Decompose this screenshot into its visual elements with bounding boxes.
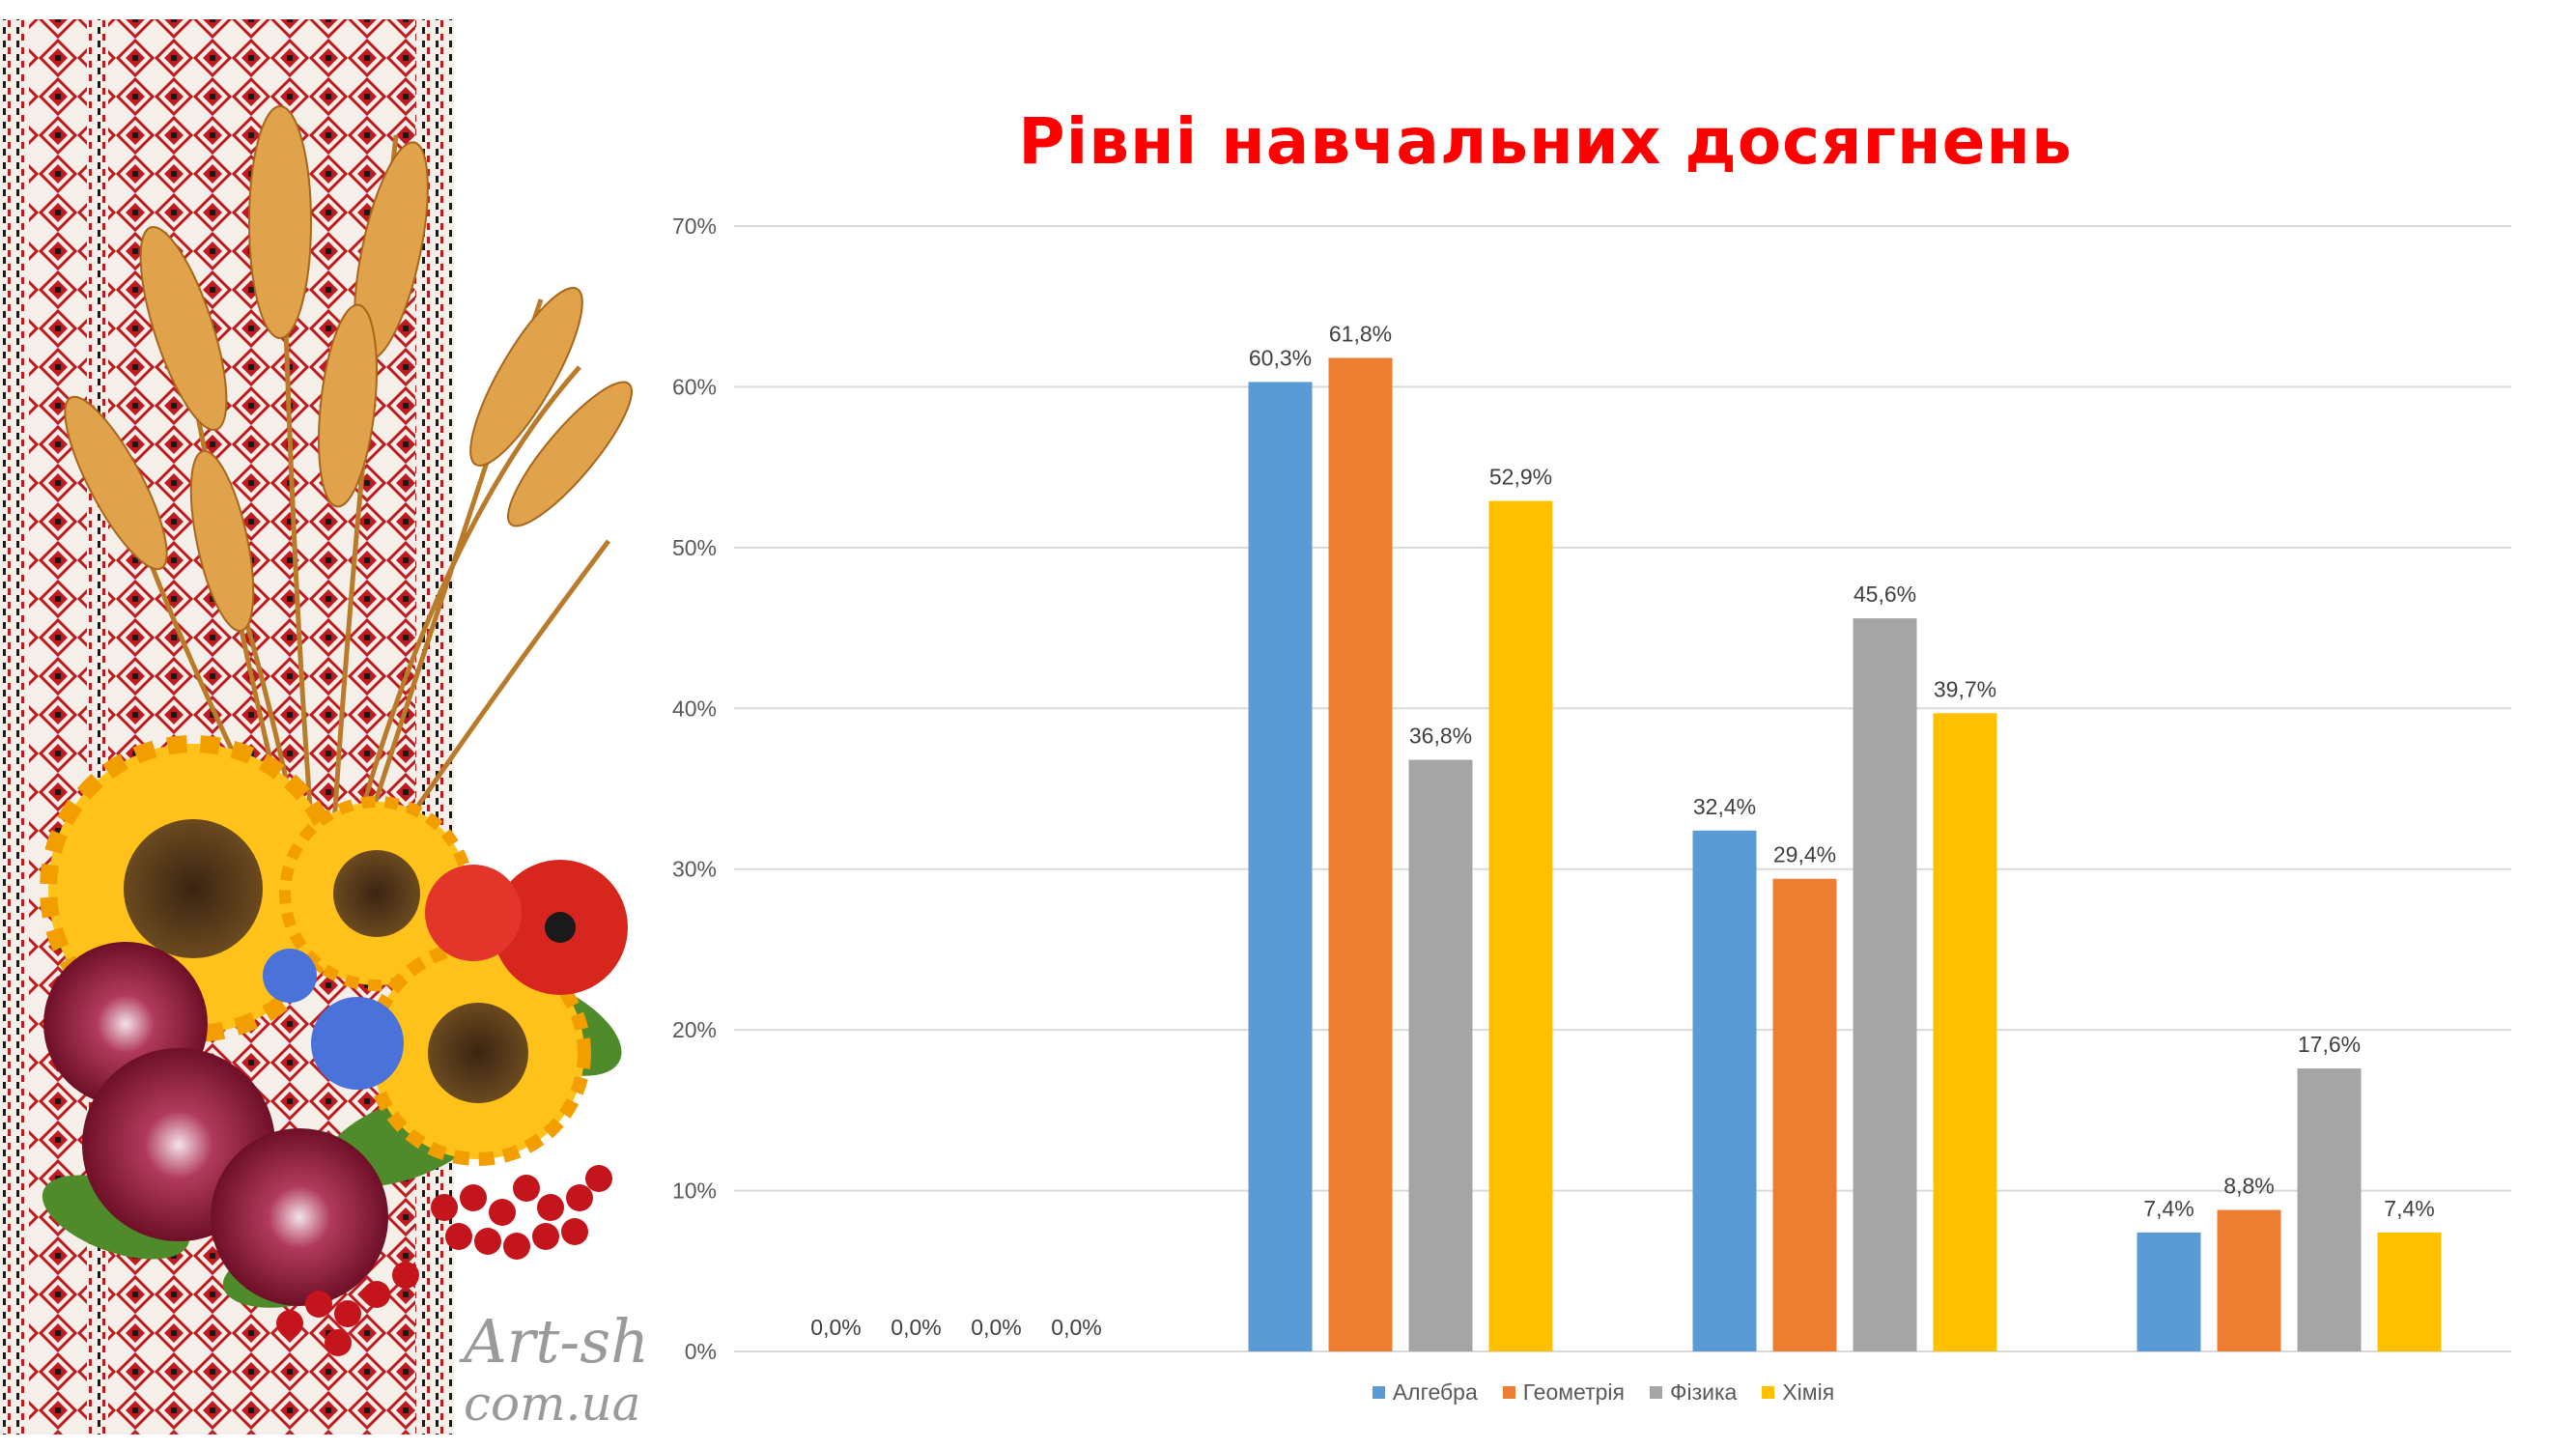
- data-label: 32,4%: [1693, 794, 1756, 819]
- legend-swatch: [1762, 1386, 1775, 1399]
- bar: [2297, 1068, 2362, 1351]
- bars: [1248, 357, 2442, 1352]
- legend-label: Алгебра: [1392, 1379, 1478, 1405]
- legend-label: Геометрія: [1522, 1379, 1625, 1405]
- y-tick-label: 60%: [672, 374, 717, 399]
- legend-label: Фізика: [1669, 1379, 1738, 1405]
- bar: [1488, 500, 1553, 1351]
- bar: [1408, 759, 1473, 1351]
- y-tick-label: 30%: [672, 857, 717, 882]
- data-labels: 0,0% 60,3% 32,4% 7,4% 0,0% 61,8% 29,4% 8,8% 0,0%…: [810, 321, 2434, 1340]
- data-label: 45,6%: [1854, 582, 1916, 607]
- y-tick-label: 0%: [685, 1339, 717, 1364]
- watermark-line-1: Art-sh: [459, 1306, 649, 1377]
- legend-swatch: [1502, 1386, 1515, 1399]
- bar: [2377, 1232, 2442, 1351]
- data-label: 61,8%: [1329, 321, 1392, 346]
- data-label: 7,4%: [2384, 1196, 2434, 1221]
- bar: [1853, 618, 1917, 1351]
- legend-item: Хімія: [1762, 1379, 1834, 1406]
- data-label: 39,7%: [1934, 676, 1996, 701]
- data-label: 60,3%: [1249, 345, 1312, 370]
- bar: [1933, 713, 1997, 1351]
- watermark-line-2: com.ua: [464, 1376, 640, 1432]
- y-tick-label: 20%: [672, 1017, 717, 1042]
- data-label: 0,0%: [810, 1315, 861, 1340]
- chart-title: Рівні навчальних досягнень: [1018, 104, 2073, 179]
- bar: [2137, 1232, 2201, 1351]
- legend-label: Хімія: [1782, 1379, 1835, 1405]
- legend-item: Геометрія: [1502, 1379, 1625, 1406]
- y-tick-label: 50%: [672, 535, 717, 560]
- data-label: 7,4%: [2143, 1196, 2194, 1221]
- decorative-bouquet-image: Art-sh com.ua: [0, 19, 649, 1435]
- legend-swatch: [1649, 1386, 1662, 1399]
- data-label: 29,4%: [1773, 842, 1836, 867]
- data-label: 0,0%: [1051, 1315, 1101, 1340]
- y-tick-label: 10%: [672, 1179, 717, 1204]
- bar: [2217, 1209, 2281, 1351]
- gridlines: [734, 225, 2511, 1352]
- data-label: 8,8%: [2223, 1174, 2274, 1199]
- bar: [1328, 357, 1393, 1351]
- data-label: 17,6%: [2298, 1032, 2361, 1057]
- legend-item: Фізика: [1649, 1379, 1738, 1406]
- data-label: 52,9%: [1489, 465, 1552, 490]
- y-tick-label: 40%: [672, 696, 717, 721]
- bar: [1248, 382, 1313, 1352]
- bar: [1772, 878, 1837, 1351]
- legend: Алгебра Геометрія Фізика Хімія: [734, 1379, 2473, 1406]
- data-label: 0,0%: [971, 1315, 1021, 1340]
- legend-item: Алгебра: [1372, 1379, 1478, 1406]
- y-tick-label: 70%: [672, 213, 717, 239]
- y-axis-tick-labels: 0% 10% 20% 30% 40% 50% 60% 70%: [672, 213, 717, 1364]
- legend-swatch: [1372, 1386, 1385, 1399]
- data-label: 0,0%: [891, 1315, 941, 1340]
- data-label: 36,8%: [1409, 724, 1472, 749]
- bar: [1692, 830, 1757, 1351]
